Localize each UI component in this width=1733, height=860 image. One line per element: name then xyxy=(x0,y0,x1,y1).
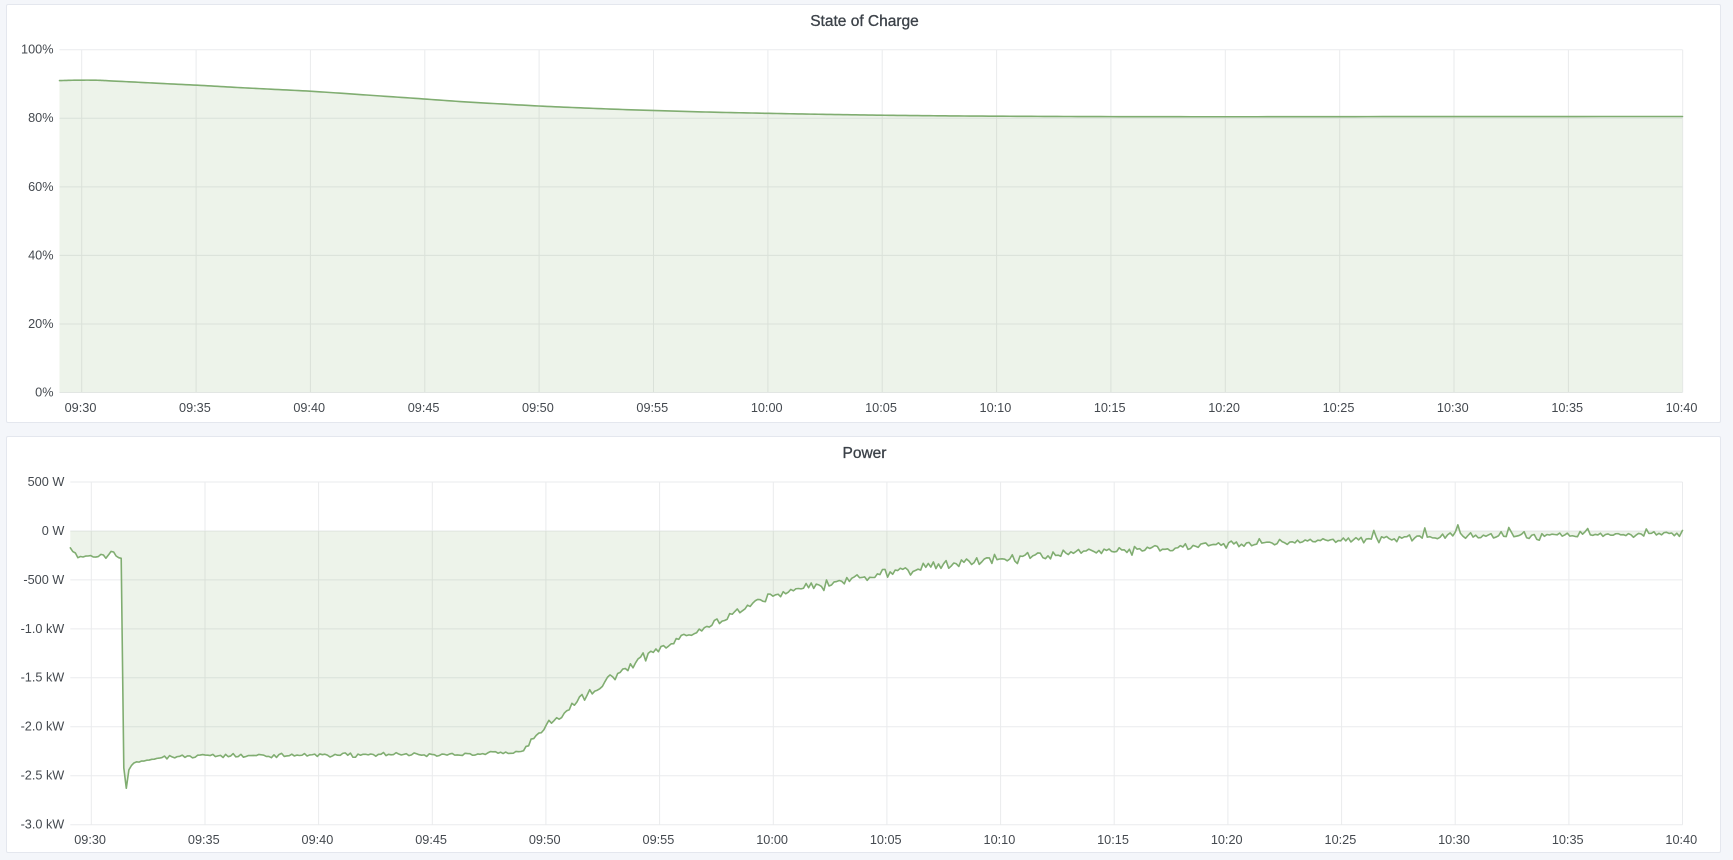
svg-text:09:40: 09:40 xyxy=(302,833,334,847)
svg-text:10:25: 10:25 xyxy=(1325,833,1357,847)
svg-text:10:20: 10:20 xyxy=(1208,401,1240,415)
svg-text:10:20: 10:20 xyxy=(1211,833,1243,847)
svg-text:09:45: 09:45 xyxy=(415,833,447,847)
svg-text:60%: 60% xyxy=(28,180,53,194)
svg-text:10:10: 10:10 xyxy=(980,401,1012,415)
svg-text:09:40: 09:40 xyxy=(293,401,325,415)
svg-text:09:35: 09:35 xyxy=(179,401,211,415)
svg-text:09:50: 09:50 xyxy=(522,401,554,415)
svg-text:10:40: 10:40 xyxy=(1665,833,1697,847)
svg-text:10:05: 10:05 xyxy=(870,833,902,847)
svg-text:-2.0 kW: -2.0 kW xyxy=(21,720,65,734)
svg-text:100%: 100% xyxy=(21,43,53,57)
svg-text:-1.5 kW: -1.5 kW xyxy=(21,671,65,685)
svg-text:20%: 20% xyxy=(28,317,53,331)
svg-text:09:55: 09:55 xyxy=(636,401,668,415)
svg-text:09:35: 09:35 xyxy=(188,833,220,847)
svg-text:09:30: 09:30 xyxy=(74,833,106,847)
svg-text:09:30: 09:30 xyxy=(65,401,97,415)
svg-text:09:55: 09:55 xyxy=(643,833,675,847)
svg-text:80%: 80% xyxy=(28,111,53,125)
svg-text:-2.5 kW: -2.5 kW xyxy=(21,769,65,783)
svg-text:09:45: 09:45 xyxy=(408,401,440,415)
svg-text:10:00: 10:00 xyxy=(751,401,783,415)
svg-text:State of Charge: State of Charge xyxy=(810,13,919,30)
svg-text:10:15: 10:15 xyxy=(1094,401,1126,415)
svg-text:10:15: 10:15 xyxy=(1097,833,1129,847)
svg-text:0%: 0% xyxy=(35,385,53,399)
svg-text:10:00: 10:00 xyxy=(756,833,788,847)
svg-text:10:30: 10:30 xyxy=(1438,833,1470,847)
svg-text:40%: 40% xyxy=(28,248,53,262)
svg-text:0 W: 0 W xyxy=(42,524,65,538)
svg-text:Power: Power xyxy=(843,445,887,462)
svg-text:-500 W: -500 W xyxy=(23,573,64,587)
svg-text:10:35: 10:35 xyxy=(1552,833,1584,847)
svg-text:10:40: 10:40 xyxy=(1666,401,1698,415)
svg-text:10:35: 10:35 xyxy=(1551,401,1583,415)
svg-text:500 W: 500 W xyxy=(28,475,65,489)
svg-text:10:25: 10:25 xyxy=(1323,401,1355,415)
svg-text:10:05: 10:05 xyxy=(865,401,897,415)
svg-text:09:50: 09:50 xyxy=(529,833,561,847)
svg-text:10:30: 10:30 xyxy=(1437,401,1469,415)
svg-text:-1.0 kW: -1.0 kW xyxy=(21,622,65,636)
svg-text:10:10: 10:10 xyxy=(984,833,1016,847)
svg-text:-3.0 kW: -3.0 kW xyxy=(21,818,65,832)
